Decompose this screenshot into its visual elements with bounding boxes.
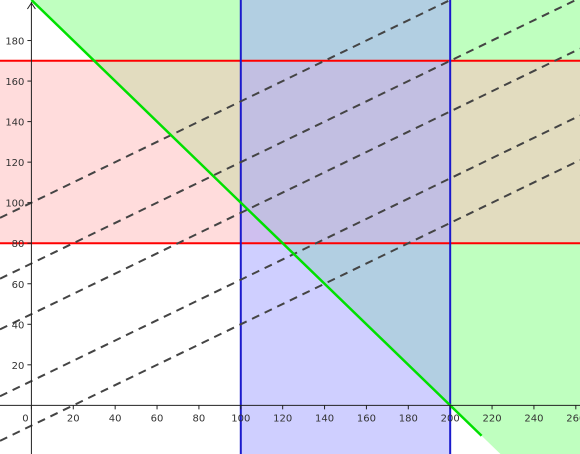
x-tick-label-240: 240 <box>524 413 543 424</box>
x-tick-label-200: 200 <box>441 413 460 424</box>
x-tick-label-140: 140 <box>315 413 334 424</box>
dashed-line-1 <box>0 159 580 442</box>
x-tick-label-120: 120 <box>273 413 292 424</box>
vertical-band-blue <box>240 0 451 454</box>
dashed-line-4 <box>0 0 579 280</box>
x-tick-label-220: 220 <box>483 413 502 424</box>
y-tick-label-80: 80 <box>12 239 25 250</box>
x-tick-label-60: 60 <box>151 413 164 424</box>
x-tick-label-260: 260 <box>566 413 580 424</box>
dashed-line-2 <box>0 114 580 398</box>
dashed-line-5 <box>0 0 453 219</box>
x-tick-label-40: 40 <box>109 413 122 424</box>
y-tick-label-160: 160 <box>5 77 24 88</box>
ticks-layer: 0 20 40 60 80 100 120 140 160 180 200 220 240 260 20 40… <box>5 37 580 425</box>
y-tick-label-180: 180 <box>5 37 24 48</box>
y-tick-label-60: 60 <box>12 280 25 291</box>
dashed-line-3 <box>0 47 580 331</box>
x-tick-label-80: 80 <box>193 413 206 424</box>
y-tick-label-120: 120 <box>5 158 24 169</box>
y-axis-arrow-icon <box>26 2 36 10</box>
x-tick-label-180: 180 <box>399 413 418 424</box>
x-tick-label-20: 20 <box>67 413 80 424</box>
y-tick-label-20: 20 <box>12 361 25 372</box>
y-tick-label-140: 140 <box>5 118 24 129</box>
constraint-line-green <box>30 0 483 437</box>
x-tick-label-160: 160 <box>357 413 376 424</box>
y-tick-label-100: 100 <box>5 199 24 210</box>
x-tick-label-100: 100 <box>231 413 250 424</box>
x-tick-label-0: 0 <box>22 413 28 424</box>
y-tick-label-40: 40 <box>12 320 25 331</box>
